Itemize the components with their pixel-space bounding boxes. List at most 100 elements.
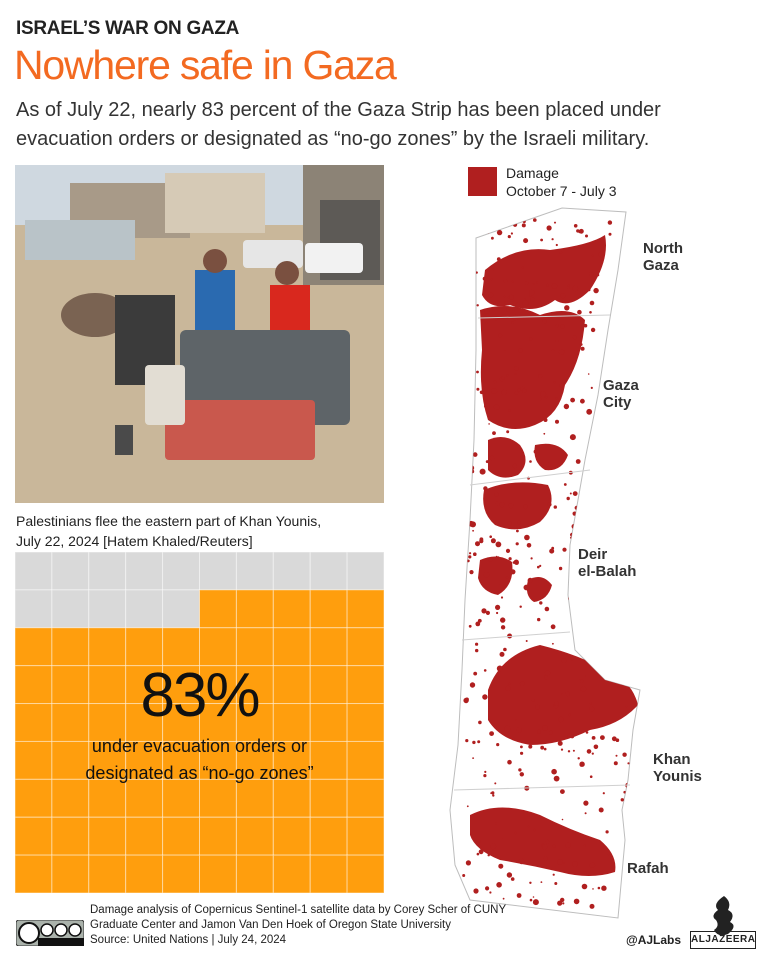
damage-speck — [514, 831, 517, 835]
damage-speck — [477, 740, 481, 744]
damage-speck — [503, 295, 506, 298]
damage-speck — [476, 387, 480, 391]
damage-speck — [513, 366, 519, 371]
damage-speck — [560, 293, 566, 299]
damage-speck — [579, 761, 585, 767]
damage-speck — [504, 725, 511, 732]
damage-speck — [581, 533, 587, 539]
damage-speck — [593, 744, 599, 750]
damage-speck — [581, 512, 586, 517]
damage-speck — [523, 584, 530, 591]
damage-speck — [519, 605, 522, 608]
damage-speck — [476, 852, 480, 856]
damage-speck — [483, 669, 487, 672]
damage-speck — [477, 618, 482, 623]
damage-speck — [514, 302, 521, 309]
damage-speck — [466, 805, 469, 808]
waffle-cell-empty — [88, 552, 127, 591]
waffle-grid — [15, 552, 384, 893]
damage-speck — [469, 340, 472, 344]
damage-speck — [584, 812, 587, 815]
waffle-cell-empty — [125, 589, 164, 629]
damage-speck — [480, 317, 484, 321]
damage-speck — [507, 409, 511, 412]
damage-speck — [598, 807, 604, 813]
waffle-cell-empty — [88, 589, 127, 629]
kicker: ISRAEL’S WAR ON GAZA — [16, 18, 240, 39]
damage-speck — [555, 339, 559, 343]
source-line: Source: United Nations | July 24, 2024 — [90, 934, 287, 946]
damage-speck — [560, 748, 564, 751]
damage-speck — [589, 775, 593, 778]
damage-speck — [488, 292, 494, 298]
damage-speck — [492, 219, 498, 226]
waffle-cell-filled — [199, 854, 237, 893]
damage-speck — [488, 423, 490, 425]
damage-speck — [493, 404, 500, 410]
damage-speck — [472, 529, 474, 532]
damage-speck — [529, 898, 533, 902]
damage-speck — [608, 232, 612, 236]
damage-area — [480, 306, 585, 429]
damage-speck — [507, 759, 512, 765]
waffle-cell-filled — [15, 816, 53, 856]
damage-speck — [623, 790, 626, 794]
damage-speck — [519, 681, 525, 687]
damage-speck — [462, 243, 469, 249]
damage-speck — [518, 858, 525, 865]
damage-speck — [483, 386, 486, 389]
damage-speck — [523, 504, 528, 510]
damage-speck — [562, 902, 565, 905]
ajlabs-handle: @AJLabs — [626, 933, 682, 947]
damage-speck — [479, 468, 486, 475]
damage-speck — [537, 565, 540, 569]
damage-speck — [542, 725, 548, 731]
damage-speck — [485, 610, 490, 615]
waffle-cell-filled — [309, 740, 348, 780]
damage-speck — [561, 692, 563, 695]
governorate-border-1 — [477, 314, 611, 319]
damage-speck — [570, 658, 574, 661]
damage-speck — [570, 397, 575, 403]
damage-speck — [597, 886, 601, 890]
damage-speck — [492, 268, 495, 271]
damage-speck — [499, 502, 505, 508]
damage-speck — [589, 903, 595, 909]
damage-speck — [524, 298, 527, 300]
damage-speck — [625, 706, 628, 708]
damage-speck — [522, 653, 526, 657]
damage-speck — [560, 897, 565, 903]
damage-speck — [577, 309, 582, 315]
damage-speck — [514, 391, 519, 395]
damage-speck — [558, 349, 565, 355]
damage-speck — [491, 850, 495, 854]
damage-speck — [586, 408, 593, 415]
damage-speck — [551, 283, 558, 289]
waffle-cell-filled — [309, 589, 348, 629]
damage-speck — [461, 570, 465, 574]
damage-speck — [583, 871, 587, 875]
waffle-cell-filled — [272, 589, 311, 629]
legend-damage-swatch — [468, 167, 497, 196]
damage-speck — [555, 419, 559, 424]
damage-speck — [464, 447, 466, 449]
damage-speck — [537, 617, 541, 622]
damage-speck — [529, 460, 532, 463]
damage-speck — [561, 658, 567, 663]
damage-speck — [539, 564, 542, 567]
damage-speck — [572, 749, 575, 752]
creative-commons-badge — [16, 920, 84, 946]
damage-speck — [469, 570, 474, 575]
damage-speck — [562, 547, 567, 552]
damage-speck — [488, 557, 493, 562]
damage-speck — [491, 236, 494, 240]
damage-speck — [592, 888, 594, 890]
damage-speck — [495, 555, 498, 558]
damage-speck — [468, 624, 472, 628]
damage-speck — [501, 376, 505, 380]
damage-speck — [607, 220, 613, 225]
damage-speck — [487, 854, 490, 857]
damage-speck — [543, 432, 546, 435]
damage-speck — [601, 885, 607, 891]
damage-speck — [521, 223, 526, 228]
